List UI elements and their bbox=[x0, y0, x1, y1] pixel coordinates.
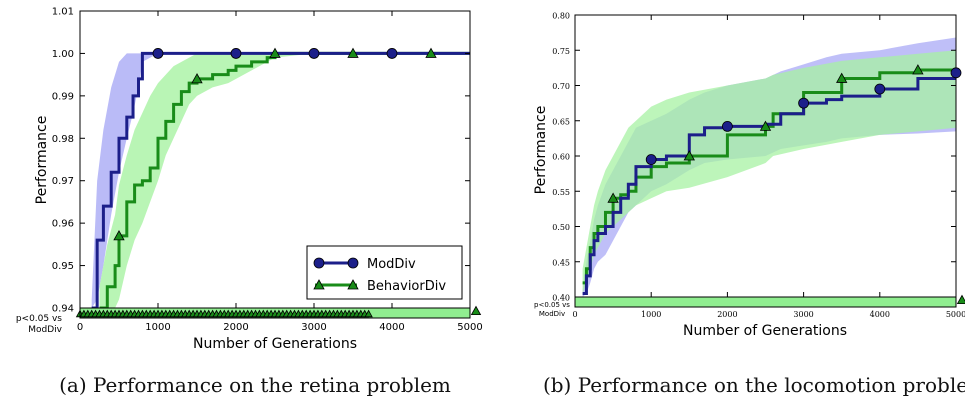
y-tick-label: 0.80 bbox=[552, 12, 570, 21]
behaviordiv-confidence-band bbox=[582, 50, 956, 294]
x-tick-label: 5000 bbox=[457, 322, 482, 333]
x-tick-label: 4000 bbox=[870, 310, 890, 319]
confidence-bands bbox=[91, 53, 470, 308]
y-tick-label: 0.98 bbox=[52, 134, 74, 145]
figure-caption: (a) Performance on the retina problem bbox=[59, 373, 451, 397]
x-axis-label: Number of Generations bbox=[683, 323, 847, 339]
legend-box bbox=[306, 245, 463, 300]
moddiv-marker bbox=[874, 83, 886, 95]
behaviordiv-marker bbox=[836, 72, 848, 83]
behaviordiv-marker bbox=[269, 47, 281, 58]
behaviordiv-marker bbox=[683, 150, 695, 161]
significance-strip bbox=[575, 297, 956, 307]
significance-frame bbox=[79, 307, 471, 319]
behaviordiv-marker bbox=[759, 120, 772, 131]
y-tick-label: 0.45 bbox=[552, 258, 570, 267]
panel-retina: 0.94 0.95 0.96 0.97 0.98 0.99 1.00 1.01 0 1000 200… bbox=[16, 7, 483, 398]
y-axis-label: Performance bbox=[533, 106, 549, 195]
moddiv-line bbox=[91, 51, 470, 308]
y-tick-label: 0.70 bbox=[552, 82, 570, 91]
y-tick-label: 1.01 bbox=[52, 7, 74, 18]
legend-marker bbox=[313, 279, 325, 290]
moddiv-marker bbox=[645, 154, 657, 165]
legend-label-behaviordiv: BehaviorDiv bbox=[367, 279, 446, 294]
moddiv-marker bbox=[386, 48, 398, 59]
significance-label-line-1: p<0.05 vs bbox=[534, 301, 570, 309]
moddiv-confidence-band bbox=[91, 53, 470, 308]
y-tick-label: 1.00 bbox=[52, 49, 74, 60]
moddiv-marker bbox=[950, 67, 962, 79]
x-tick-label: 1000 bbox=[641, 310, 661, 319]
x-tick-label: 0 bbox=[572, 310, 577, 319]
behaviordiv-marker bbox=[607, 192, 619, 203]
y-tick-label: 0.99 bbox=[52, 91, 74, 102]
y-tick-label: 0.55 bbox=[552, 188, 570, 197]
legend-marker bbox=[313, 257, 325, 269]
series-markers bbox=[607, 64, 962, 203]
x-tick-label: 2000 bbox=[223, 322, 248, 333]
significance-label-line-2: ModDiv bbox=[539, 310, 565, 318]
x-tick-label: 5000 bbox=[946, 310, 965, 319]
legend-marker bbox=[347, 279, 359, 290]
figure-caption: (b) Performance on the locomotion proble… bbox=[543, 373, 965, 397]
panel-locomotion: 0.40 0.45 0.50 0.55 0.60 0.65 0.70 0.75 0.80 0 100… bbox=[533, 12, 965, 397]
y-tick-label: 0.65 bbox=[552, 117, 570, 126]
y-tick-label: 0.60 bbox=[552, 153, 570, 162]
behaviordiv-marker bbox=[347, 47, 359, 58]
x-tick-label: 3000 bbox=[301, 322, 326, 333]
significance-strip bbox=[75, 308, 470, 318]
axis-ticks: 0.94 0.95 0.96 0.97 0.98 0.99 1.00 1.01 0 1000 200… bbox=[52, 7, 483, 334]
y-tick-label: 0.50 bbox=[552, 223, 570, 232]
confidence-bands bbox=[582, 37, 956, 297]
significance-marker bbox=[364, 309, 373, 318]
legend: ModDiv BehaviorDiv bbox=[306, 245, 463, 300]
significance-end-marker bbox=[470, 305, 482, 316]
behaviordiv-marker bbox=[912, 64, 924, 75]
x-tick-label: 2000 bbox=[717, 310, 737, 319]
x-tick-label: 0 bbox=[77, 322, 83, 333]
y-tick-label: 0.97 bbox=[52, 176, 74, 187]
x-tick-label: 3000 bbox=[793, 310, 813, 319]
behaviordiv-marker bbox=[113, 230, 125, 241]
significance-frame bbox=[574, 296, 957, 308]
significance-label-line-2: ModDiv bbox=[28, 325, 62, 335]
moddiv-marker bbox=[798, 97, 809, 109]
y-tick-label: 0.96 bbox=[52, 219, 74, 230]
moddiv-marker bbox=[308, 48, 320, 59]
x-axis-label: Number of Generations bbox=[193, 336, 357, 352]
moddiv-marker bbox=[722, 120, 733, 132]
legend-marker bbox=[347, 257, 359, 269]
y-tick-label: 0.40 bbox=[552, 294, 570, 303]
behaviordiv-line bbox=[99, 51, 470, 308]
significance-end-marker bbox=[956, 294, 965, 305]
y-tick-label: 0.95 bbox=[52, 261, 74, 272]
significance-label-line-1: p<0.05 vs bbox=[16, 314, 62, 324]
behaviordiv-marker bbox=[425, 47, 437, 58]
y-tick-label: 0.75 bbox=[552, 47, 570, 56]
behaviordiv-marker bbox=[191, 73, 203, 84]
y-tick-label: 0.94 bbox=[52, 304, 74, 315]
moddiv-marker bbox=[152, 48, 164, 59]
moddiv-marker bbox=[230, 48, 242, 59]
series-lines bbox=[582, 68, 956, 295]
series-lines bbox=[91, 51, 470, 308]
x-tick-label: 4000 bbox=[379, 322, 404, 333]
legend-label-moddiv: ModDiv bbox=[367, 257, 416, 272]
significance-band bbox=[575, 297, 956, 307]
series-markers bbox=[113, 47, 437, 241]
x-tick-label: 1000 bbox=[145, 322, 170, 333]
moddiv-line bbox=[582, 72, 956, 295]
y-axis-label: Performance bbox=[34, 116, 50, 205]
axis-ticks: 0.40 0.45 0.50 0.55 0.60 0.65 0.70 0.75 0.80 0 100… bbox=[552, 12, 965, 320]
